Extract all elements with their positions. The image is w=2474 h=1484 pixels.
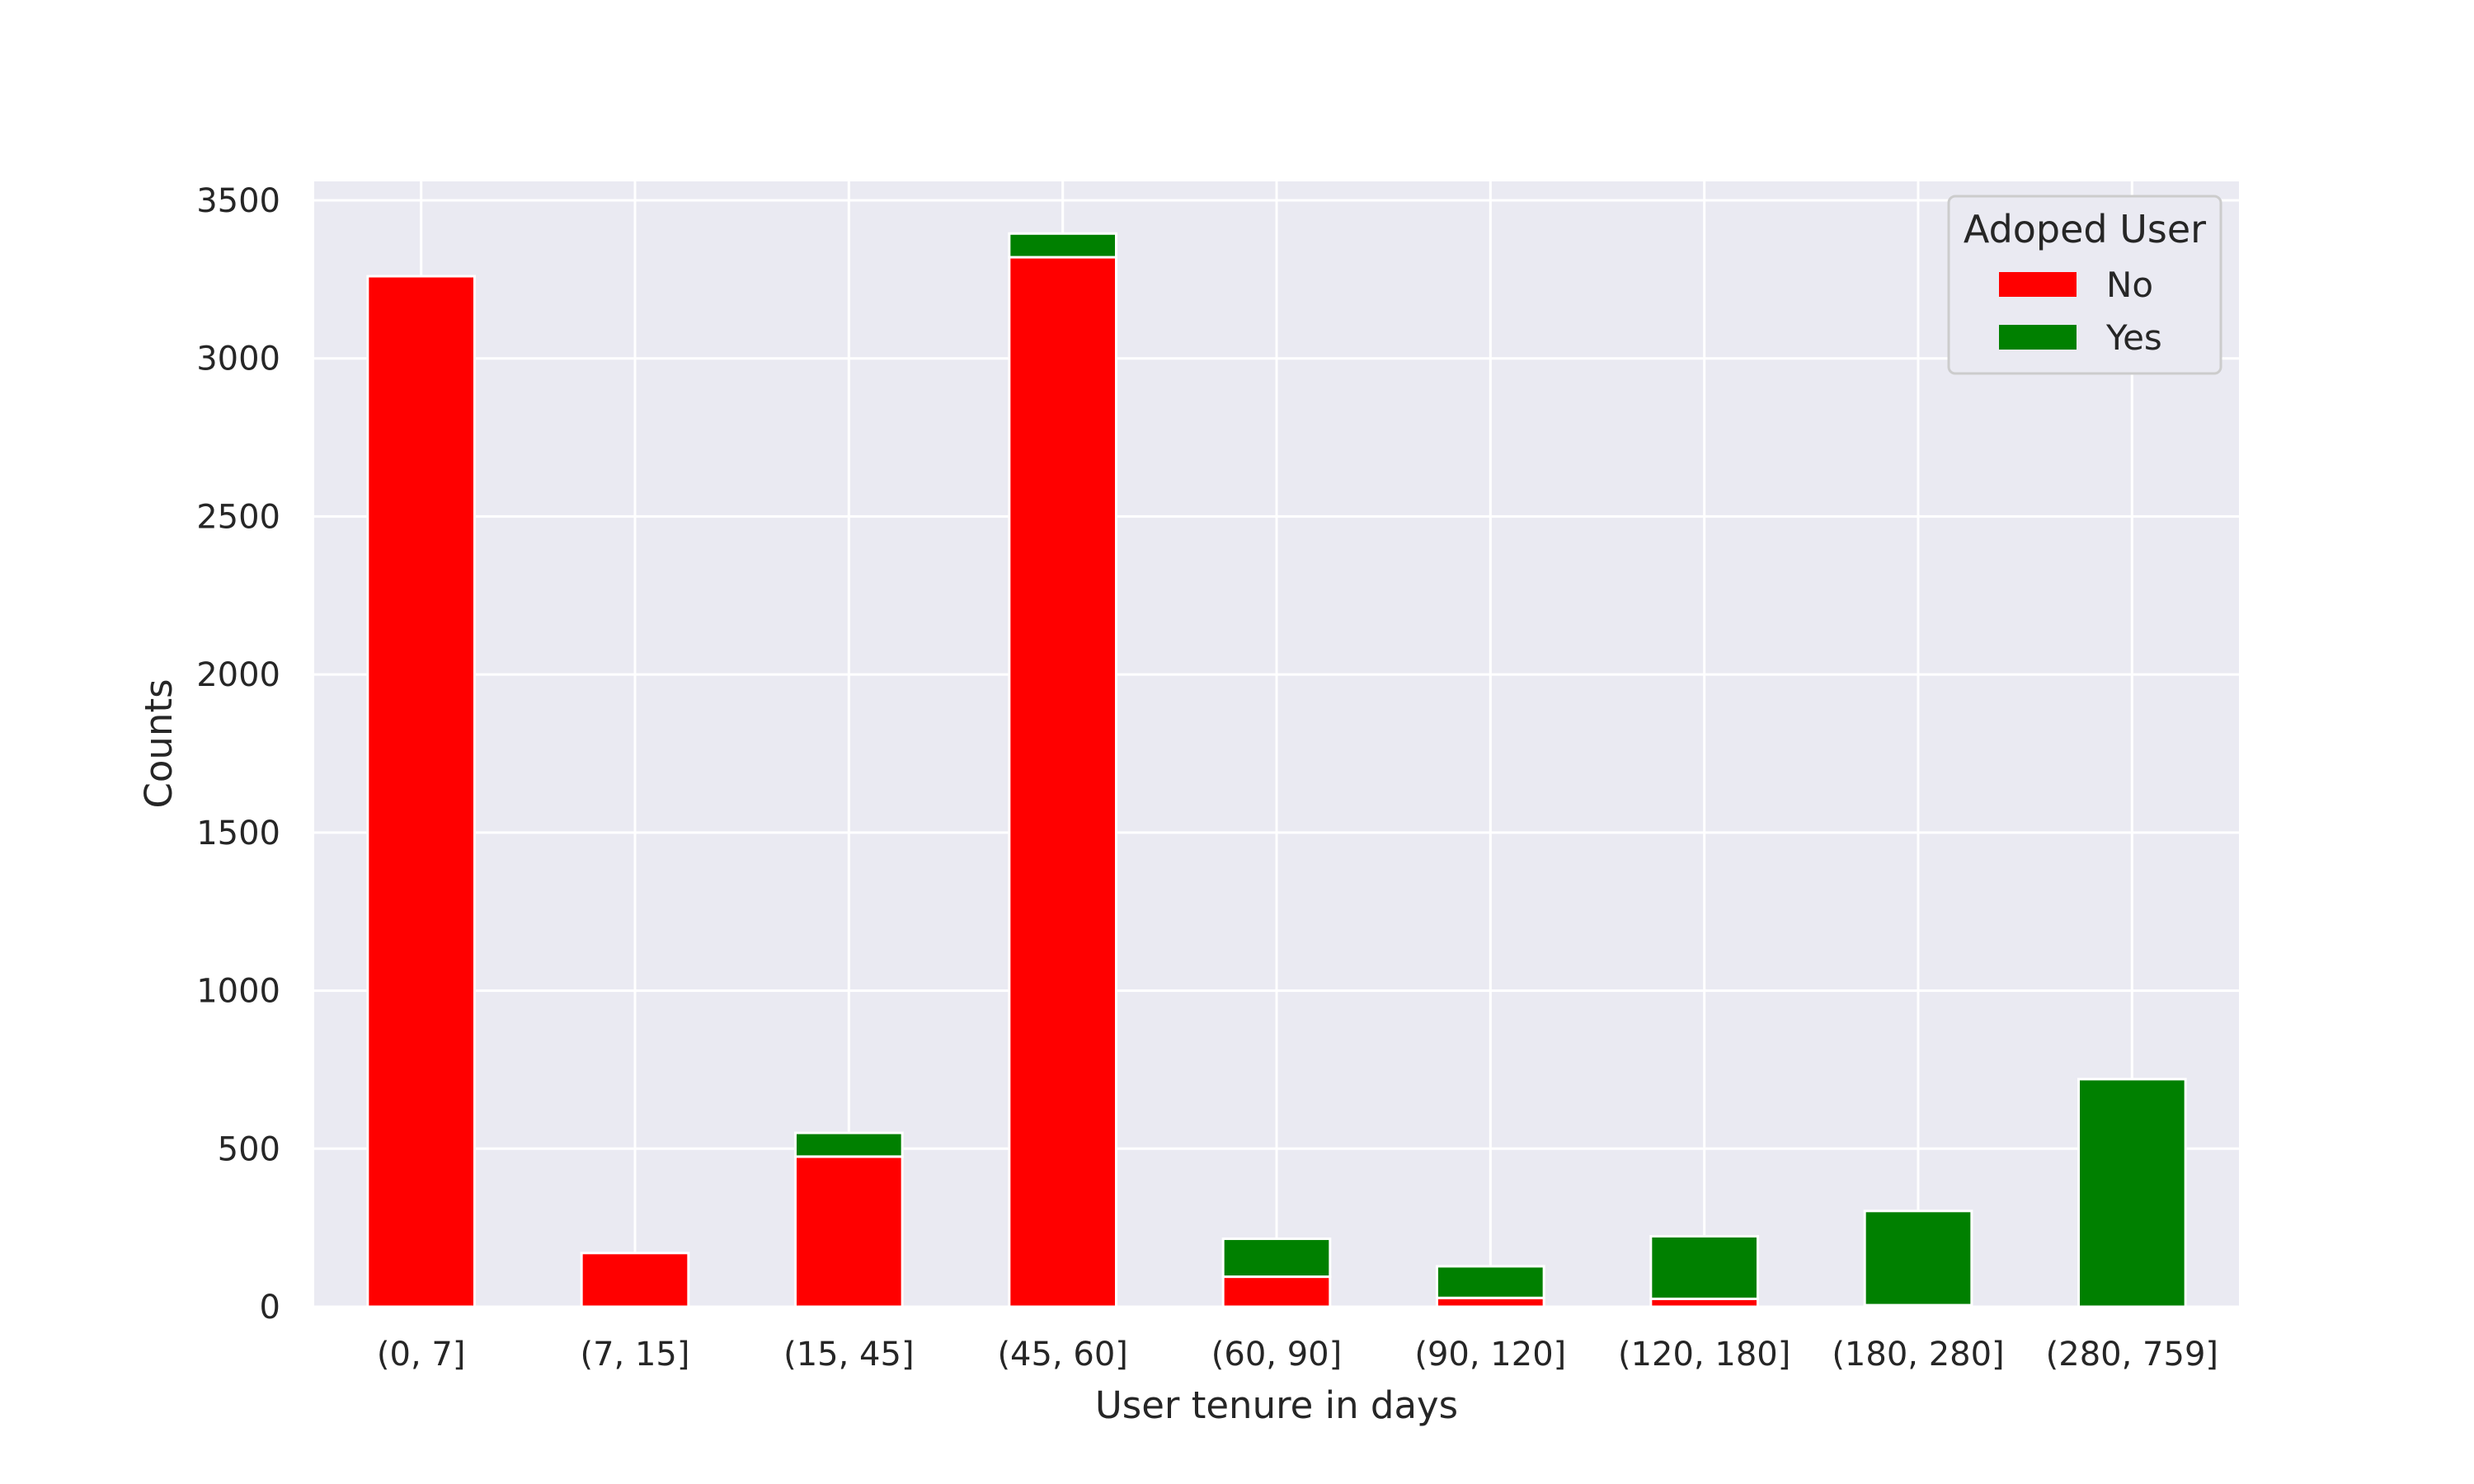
- y-tick-label: 500: [218, 1130, 280, 1168]
- bar-yes: [1008, 232, 1118, 259]
- x-tick-label: (7, 15]: [581, 1336, 690, 1374]
- legend-label-yes: Yes: [2105, 317, 2162, 358]
- y-tick-label: 2500: [196, 498, 280, 536]
- y-tick-label: 0: [260, 1289, 280, 1327]
- x-tick-label: (180, 280]: [1832, 1336, 2004, 1374]
- x-tick-label: (120, 180]: [1618, 1336, 1790, 1374]
- bar-no: [1436, 1296, 1545, 1308]
- y-tick-label: 1000: [196, 973, 280, 1011]
- bar-no: [366, 275, 477, 1308]
- legend-swatch-no: [1999, 272, 2077, 297]
- x-tick-label: (15, 45]: [783, 1336, 914, 1374]
- bar-yes: [2077, 1078, 2187, 1308]
- legend-title: Adoped User: [1964, 207, 2206, 251]
- x-axis-ticks: (0, 7] (7, 15] (15, 45] (45, 60] (60, 90] (90…: [377, 1336, 2218, 1374]
- bars: [366, 232, 2187, 1308]
- legend-label-no: No: [2106, 265, 2153, 305]
- y-tick-label: 3000: [196, 340, 280, 378]
- y-axis-label: Counts: [137, 679, 181, 808]
- y-axis-ticks: 0 500 1000 1500 2000 2500 3000 3500: [196, 182, 280, 1327]
- x-tick-label: (45, 60]: [997, 1336, 1127, 1374]
- bar-yes: [1649, 1234, 1760, 1300]
- x-axis-label: User tenure in days: [1095, 1383, 1458, 1427]
- bar-no: [794, 1155, 904, 1308]
- y-tick-label: 3500: [196, 182, 280, 220]
- x-tick-label: (90, 120]: [1414, 1336, 1566, 1374]
- bar-yes: [1863, 1209, 1973, 1307]
- x-tick-label: (0, 7]: [377, 1336, 466, 1374]
- bar-yes: [794, 1131, 904, 1158]
- bar-yes: [1221, 1237, 1332, 1279]
- bar-yes: [1436, 1265, 1545, 1299]
- x-tick-label: (280, 759]: [2046, 1336, 2218, 1374]
- y-tick-label: 2000: [196, 656, 280, 694]
- bar-no: [1008, 256, 1118, 1308]
- x-tick-label: (60, 90]: [1211, 1336, 1342, 1374]
- bar-no: [1221, 1275, 1332, 1308]
- bar-no: [580, 1252, 690, 1308]
- legend-swatch-yes: [1999, 325, 2077, 350]
- legend: Adoped User No Yes: [1947, 195, 2222, 375]
- y-tick-label: 1500: [196, 815, 280, 852]
